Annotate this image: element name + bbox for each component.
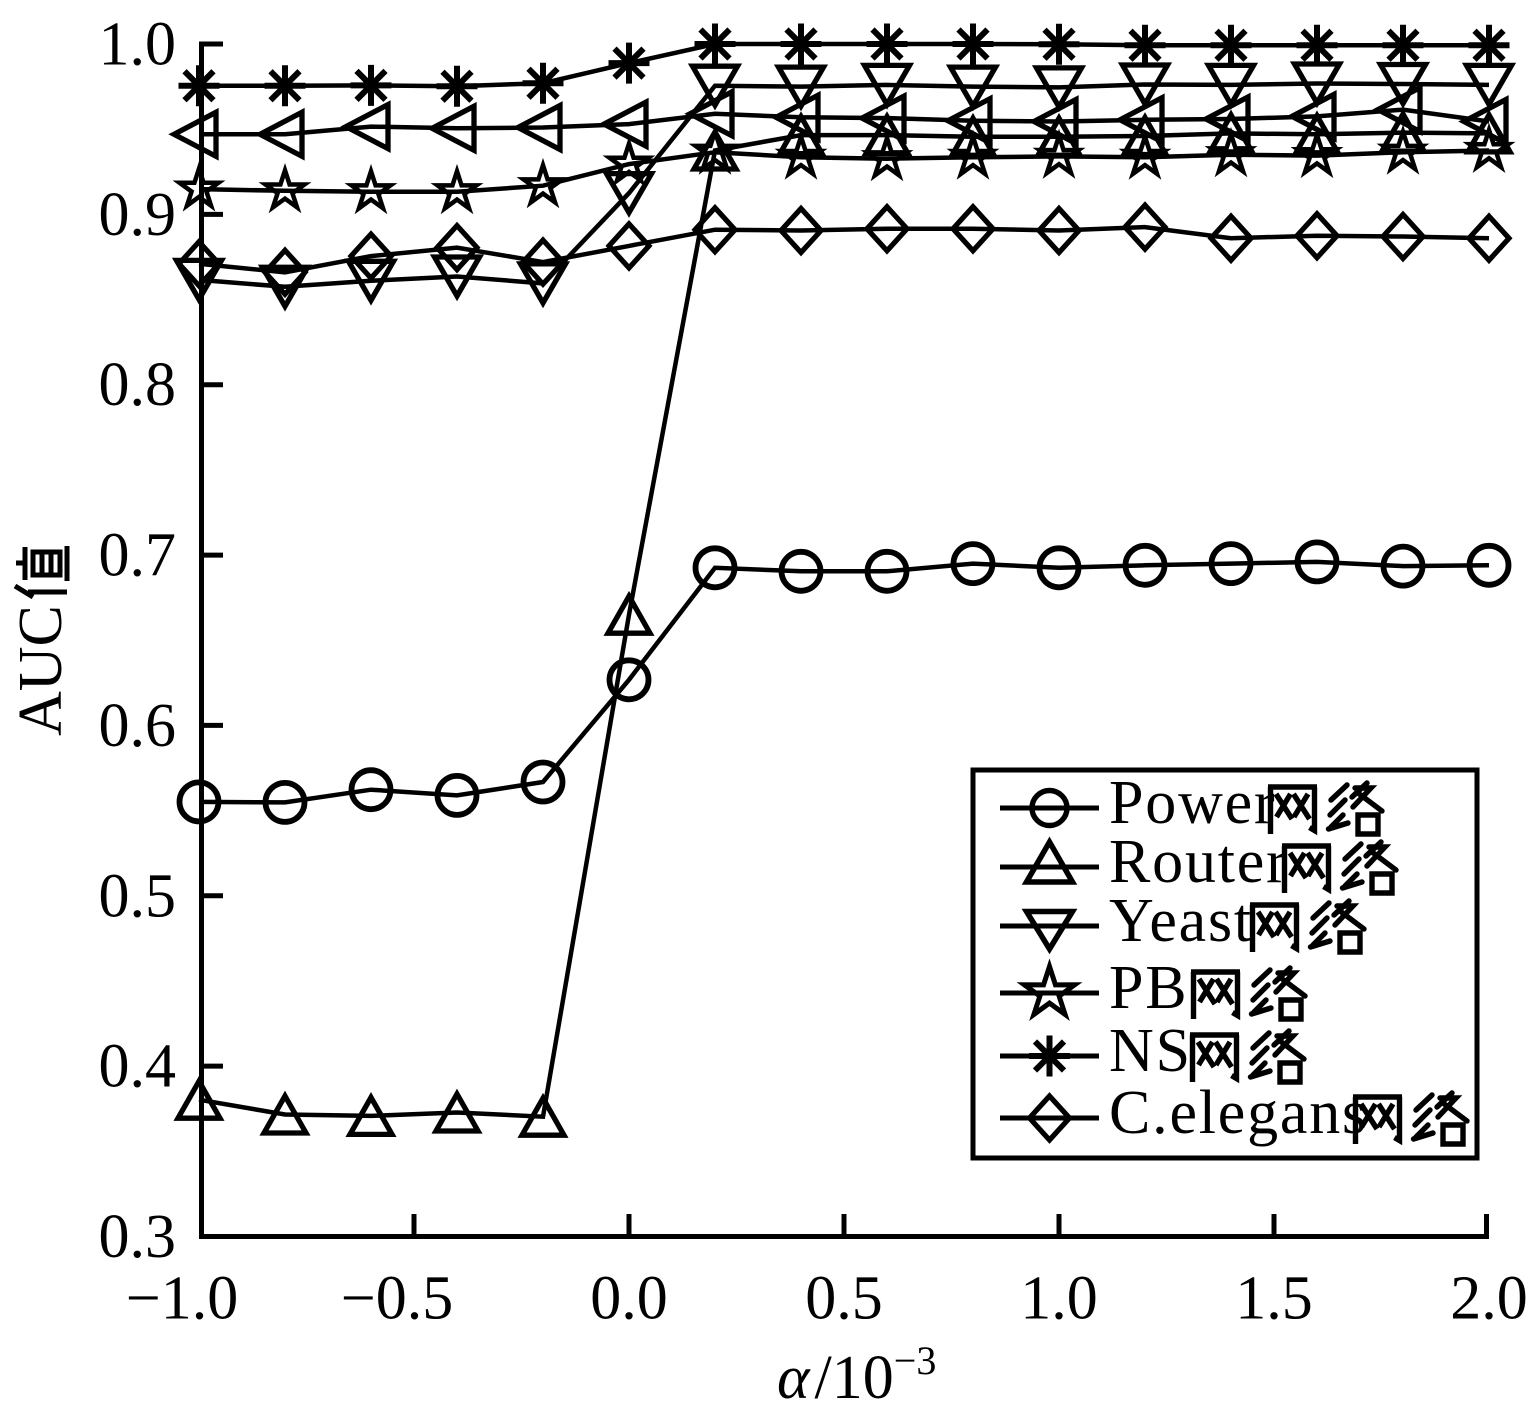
svg-text:0.9: 0.9 — [99, 181, 177, 249]
svg-text:Router: Router — [1109, 828, 1289, 896]
svg-text:0.5: 0.5 — [99, 862, 177, 930]
svg-text:0.4: 0.4 — [99, 1033, 177, 1101]
svg-text:0.0: 0.0 — [590, 1265, 668, 1333]
svg-text:−1.0: −1.0 — [126, 1265, 238, 1333]
svg-text:1.5: 1.5 — [1235, 1265, 1313, 1333]
svg-text:PB: PB — [1109, 954, 1188, 1022]
svg-text:−0.5: −0.5 — [341, 1265, 453, 1333]
svg-text:0.5: 0.5 — [805, 1265, 883, 1333]
svg-text:C.elegans: C.elegans — [1109, 1079, 1368, 1147]
svg-text:Power: Power — [1109, 769, 1276, 837]
svg-text:α/10−3: α/10−3 — [777, 1338, 936, 1412]
svg-text:0.3: 0.3 — [99, 1203, 177, 1271]
svg-text:0.7: 0.7 — [99, 522, 177, 590]
svg-text:2.0: 2.0 — [1450, 1265, 1528, 1333]
svg-text:0.6: 0.6 — [99, 692, 177, 760]
svg-text:AUC: AUC — [7, 605, 75, 736]
svg-text:1.0: 1.0 — [99, 11, 177, 79]
svg-text:Yeast: Yeast — [1109, 887, 1253, 955]
svg-text:NS: NS — [1109, 1017, 1192, 1085]
svg-text:0.8: 0.8 — [99, 351, 177, 419]
svg-text:1.0: 1.0 — [1020, 1265, 1098, 1333]
